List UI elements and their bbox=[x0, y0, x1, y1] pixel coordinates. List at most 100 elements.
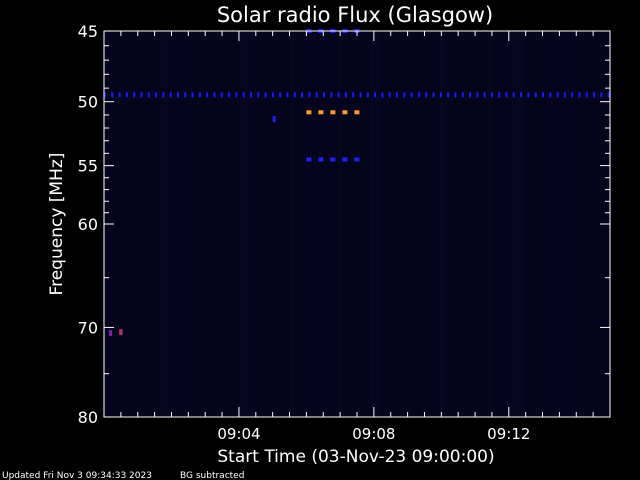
noise-column bbox=[277, 31, 279, 417]
noise-column bbox=[481, 31, 482, 417]
noise-column bbox=[268, 31, 270, 417]
noise-column bbox=[297, 31, 298, 417]
noise-column bbox=[260, 31, 262, 417]
noise-column bbox=[505, 31, 506, 417]
interference-band-dash bbox=[520, 92, 523, 98]
interference-band-dash bbox=[505, 92, 508, 98]
interference-band-dash bbox=[228, 92, 231, 98]
interference-band-dash bbox=[454, 92, 457, 98]
noise-column bbox=[469, 31, 471, 417]
noise-column bbox=[223, 31, 225, 417]
interference-band-dash bbox=[542, 92, 544, 98]
noise-column bbox=[173, 31, 175, 417]
interference-band-dash bbox=[250, 92, 252, 98]
noise-column bbox=[493, 31, 495, 417]
noise-column bbox=[282, 31, 284, 417]
noise-column bbox=[265, 31, 266, 417]
noise-column bbox=[165, 31, 167, 417]
noise-column bbox=[343, 31, 345, 417]
noise-column bbox=[425, 31, 426, 417]
noise-column bbox=[244, 31, 246, 417]
noise-column bbox=[151, 31, 153, 417]
noise-column bbox=[322, 31, 324, 417]
noise-column bbox=[497, 31, 498, 417]
spectrogram-noise bbox=[105, 31, 610, 417]
noise-column bbox=[399, 31, 401, 417]
interference-band-dash bbox=[410, 92, 413, 98]
noise-column bbox=[477, 31, 479, 417]
noise-column bbox=[169, 31, 170, 417]
noise-column bbox=[594, 31, 596, 417]
noise-column bbox=[495, 31, 497, 417]
noise-column bbox=[127, 31, 129, 417]
noise-column bbox=[119, 31, 121, 417]
interference-band-dash bbox=[264, 92, 267, 98]
noise-column bbox=[298, 31, 300, 417]
noise-column bbox=[159, 31, 161, 417]
interference-band-dash bbox=[498, 92, 501, 98]
noise-column bbox=[161, 31, 162, 417]
lower-band-dash bbox=[306, 157, 312, 162]
noise-column bbox=[242, 31, 244, 417]
noise-column bbox=[380, 31, 382, 417]
noise-column bbox=[255, 31, 257, 417]
lower-band-dash bbox=[318, 157, 324, 162]
noise-column bbox=[217, 31, 218, 417]
interference-band-dash bbox=[213, 92, 216, 98]
noise-column bbox=[305, 31, 306, 417]
noise-column bbox=[279, 31, 281, 417]
noise-column bbox=[146, 31, 148, 417]
noise-column bbox=[351, 31, 353, 417]
noise-column bbox=[321, 31, 322, 417]
noise-column bbox=[442, 31, 444, 417]
noise-column bbox=[546, 31, 548, 417]
noise-column bbox=[175, 31, 177, 417]
noise-column bbox=[253, 31, 255, 417]
noise-column bbox=[423, 31, 425, 417]
noise-column bbox=[396, 31, 398, 417]
noise-column bbox=[337, 31, 338, 417]
noise-column bbox=[525, 31, 527, 417]
noise-column bbox=[415, 31, 417, 417]
noise-column bbox=[172, 31, 174, 417]
noise-column bbox=[580, 31, 582, 417]
plot-area bbox=[104, 29, 610, 417]
noise-column bbox=[389, 31, 391, 417]
noise-column bbox=[586, 31, 588, 417]
noise-column bbox=[332, 31, 334, 417]
noise-column bbox=[325, 31, 327, 417]
interference-band-dash bbox=[403, 92, 406, 98]
noise-column bbox=[191, 31, 193, 417]
interference-band-dash bbox=[235, 92, 238, 98]
spot bbox=[119, 329, 123, 336]
noise-column bbox=[407, 31, 409, 417]
noise-column bbox=[341, 31, 343, 417]
interference-band-dash bbox=[337, 92, 340, 98]
noise-column bbox=[388, 31, 390, 417]
noise-column bbox=[466, 31, 468, 417]
noise-column bbox=[170, 31, 172, 417]
noise-column bbox=[530, 31, 532, 417]
noise-column bbox=[178, 31, 180, 417]
noise-column bbox=[397, 31, 399, 417]
interference-band-dash bbox=[425, 92, 428, 98]
noise-column bbox=[276, 31, 278, 417]
noise-column bbox=[229, 31, 231, 417]
noise-column bbox=[132, 31, 134, 417]
noise-column bbox=[573, 31, 575, 417]
noise-column bbox=[202, 31, 204, 417]
noise-column bbox=[410, 31, 412, 417]
x-tick-label: 09:04 bbox=[217, 425, 260, 443]
noise-column bbox=[317, 31, 319, 417]
noise-column bbox=[458, 31, 460, 417]
interference-band-dash bbox=[549, 92, 552, 98]
noise-column bbox=[273, 31, 274, 417]
noise-column bbox=[593, 31, 594, 417]
noise-column bbox=[409, 31, 410, 417]
noise-column bbox=[157, 31, 159, 417]
noise-column bbox=[370, 31, 372, 417]
noise-column bbox=[295, 31, 297, 417]
interference-band-dash bbox=[111, 92, 114, 98]
noise-column bbox=[177, 31, 178, 417]
noise-column bbox=[308, 31, 310, 417]
